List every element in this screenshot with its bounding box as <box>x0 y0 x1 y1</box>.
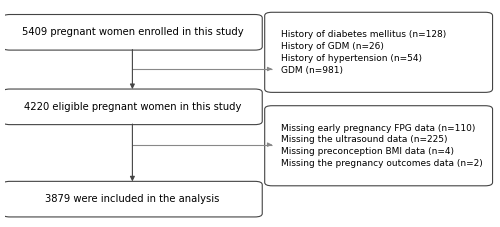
FancyBboxPatch shape <box>264 106 492 186</box>
Text: 5409 pregnant women enrolled in this study: 5409 pregnant women enrolled in this stu… <box>22 27 243 37</box>
Text: 4220 eligible pregnant women in this study: 4220 eligible pregnant women in this stu… <box>24 102 241 112</box>
FancyBboxPatch shape <box>264 12 492 92</box>
FancyBboxPatch shape <box>2 15 262 50</box>
Text: History of diabetes mellitus (n=128)
History of GDM (n=26)
History of hypertensi: History of diabetes mellitus (n=128) His… <box>281 30 446 74</box>
FancyBboxPatch shape <box>2 181 262 217</box>
Text: 3879 were included in the analysis: 3879 were included in the analysis <box>45 194 220 204</box>
Text: Missing early pregnancy FPG data (n=110)
Missing the ultrasound data (n=225)
Mis: Missing early pregnancy FPG data (n=110)… <box>281 123 482 168</box>
FancyBboxPatch shape <box>2 89 262 125</box>
